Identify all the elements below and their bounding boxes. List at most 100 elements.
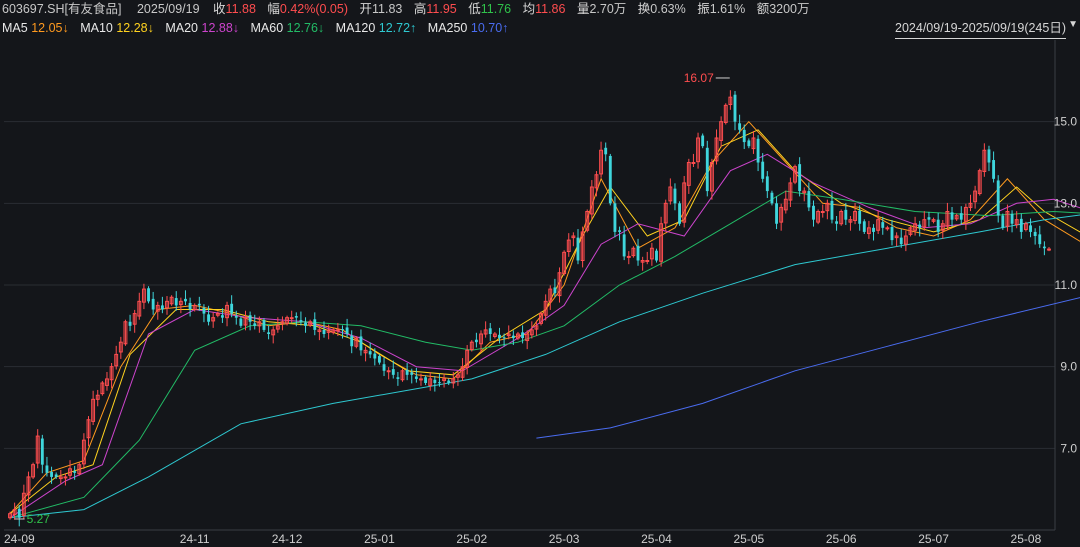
candle xyxy=(1029,225,1032,232)
ma60-label: MA60 xyxy=(250,21,284,35)
candle xyxy=(580,231,585,262)
candle xyxy=(885,227,890,230)
candle xyxy=(936,219,940,232)
candle xyxy=(363,349,368,354)
amplitude-label: 振 xyxy=(697,2,710,16)
candle xyxy=(368,351,372,355)
candle xyxy=(525,333,530,342)
candle xyxy=(215,313,220,316)
stock-code: 603697.SH[有友食品] xyxy=(2,2,122,16)
x-tick-label: 24-11 xyxy=(180,532,210,546)
x-tick-label: 25-06 xyxy=(826,532,857,546)
ma250-value: 10.70↑ xyxy=(470,21,509,35)
candle xyxy=(438,382,441,384)
amplitude-value: 1.61% xyxy=(709,2,746,16)
candle xyxy=(728,96,733,106)
candle xyxy=(691,162,696,164)
low-label: 低 xyxy=(468,2,481,16)
candle xyxy=(114,353,119,367)
candle xyxy=(1019,218,1023,232)
candle xyxy=(903,235,908,245)
candle xyxy=(313,319,317,330)
candle xyxy=(793,166,797,183)
candle xyxy=(872,227,875,232)
candle xyxy=(91,398,96,422)
ma120-label: MA120 xyxy=(335,21,376,35)
candle xyxy=(50,472,53,477)
candle xyxy=(1042,246,1046,249)
candle xyxy=(35,435,40,464)
candle xyxy=(391,369,395,375)
candle xyxy=(68,468,72,476)
candle xyxy=(709,162,714,192)
candle xyxy=(686,162,691,186)
ma60-value: 12.76↓ xyxy=(286,21,325,35)
candle xyxy=(455,374,460,378)
candle xyxy=(479,333,483,345)
candle xyxy=(594,174,599,189)
candle xyxy=(141,288,146,303)
candle xyxy=(553,287,557,294)
candle xyxy=(502,337,506,339)
candle xyxy=(428,378,433,386)
candle xyxy=(959,213,963,220)
y-tick-label: 15.0 xyxy=(1054,115,1078,129)
candle xyxy=(386,370,391,373)
candle xyxy=(876,219,881,231)
candle xyxy=(589,186,594,215)
candle xyxy=(414,376,418,379)
candle xyxy=(262,320,266,330)
volume-value: 2.70万 xyxy=(589,2,627,16)
min-label: 5.27 xyxy=(27,512,51,526)
candle xyxy=(820,211,825,213)
candle xyxy=(918,224,922,228)
candle xyxy=(128,321,132,326)
candle xyxy=(950,212,954,220)
candle xyxy=(506,333,511,337)
candle xyxy=(469,341,474,351)
candle xyxy=(825,202,830,212)
candle xyxy=(419,378,423,381)
candle xyxy=(1010,213,1014,224)
candle xyxy=(599,149,604,175)
candle xyxy=(248,315,252,322)
candle xyxy=(894,235,899,239)
candle xyxy=(447,380,451,383)
candle xyxy=(465,349,470,368)
candle xyxy=(696,137,700,163)
candle xyxy=(192,304,197,310)
candle xyxy=(673,188,677,204)
candle xyxy=(132,313,137,325)
candle xyxy=(118,341,123,353)
candle xyxy=(747,140,751,147)
chevron-down-icon[interactable]: ▼ xyxy=(1068,19,1078,30)
ma250-line xyxy=(536,297,1080,439)
date-range-selector[interactable]: 2024/09/19-2025/09/19(245日) xyxy=(895,18,1066,39)
candle xyxy=(442,378,447,382)
candle xyxy=(267,332,271,334)
candle xyxy=(862,221,866,232)
candle xyxy=(354,337,359,347)
ma5-value: 12.05↓ xyxy=(31,21,69,35)
candle xyxy=(816,211,821,223)
candle xyxy=(738,123,742,130)
candle xyxy=(451,378,456,384)
candle xyxy=(765,176,769,192)
grid xyxy=(4,40,1056,531)
ma20-line xyxy=(9,153,1080,519)
y-tick-label: 9.0 xyxy=(1060,360,1077,374)
candle xyxy=(230,303,234,314)
candle xyxy=(1001,215,1005,228)
candle xyxy=(640,260,645,263)
x-tick-label: 25-04 xyxy=(641,532,672,546)
candle xyxy=(659,223,664,262)
candle xyxy=(433,379,437,383)
candle xyxy=(373,353,377,359)
x-tick-label: 25-05 xyxy=(733,532,764,546)
candle xyxy=(954,215,959,220)
candle xyxy=(350,335,354,347)
candle xyxy=(783,198,788,211)
candle xyxy=(963,206,968,222)
candle xyxy=(511,335,515,339)
